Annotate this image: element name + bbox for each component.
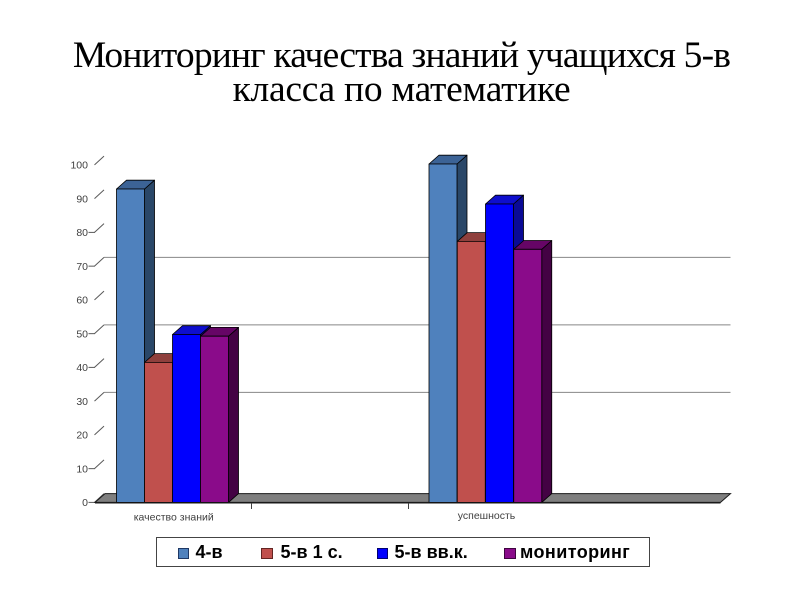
svg-text:90: 90 xyxy=(76,193,88,205)
svg-text:20: 20 xyxy=(76,430,88,442)
svg-text:80: 80 xyxy=(76,227,88,239)
svg-text:успешность: успешность xyxy=(458,510,516,522)
svg-text:10: 10 xyxy=(76,463,88,475)
svg-text:60: 60 xyxy=(76,295,88,307)
svg-text:100: 100 xyxy=(70,160,88,172)
svg-text:40: 40 xyxy=(76,362,88,374)
svg-text:качество знаний: качество знаний xyxy=(134,512,214,524)
svg-text:70: 70 xyxy=(76,261,88,273)
svg-text:30: 30 xyxy=(76,396,88,408)
svg-text:50: 50 xyxy=(76,328,88,340)
svg-text:0: 0 xyxy=(82,497,88,509)
